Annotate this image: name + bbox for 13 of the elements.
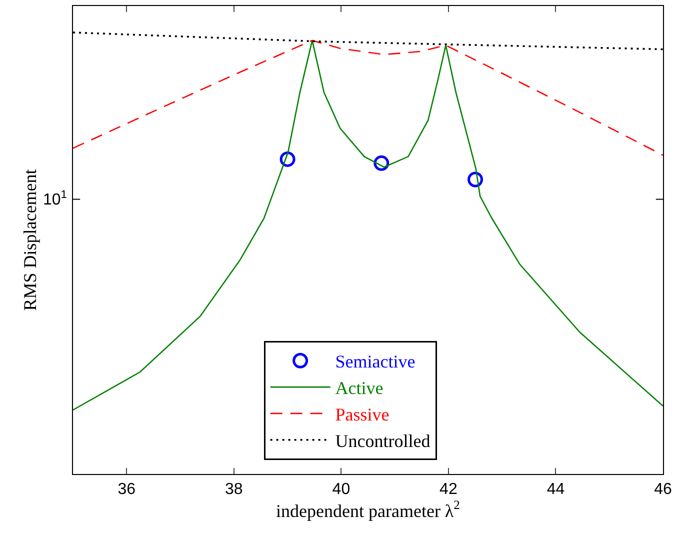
x-tick-label: 44	[546, 481, 565, 498]
y-axis-title: RMS Displacement	[20, 169, 40, 311]
x-tick-label: 46	[654, 481, 672, 498]
x-tick-label: 38	[225, 481, 243, 498]
legend-label: Passive	[335, 404, 390, 424]
text: 10$^{1}$	[43, 189, 68, 209]
x-tick-label: 36	[118, 481, 136, 498]
x-tick-label: 40	[332, 481, 350, 498]
x-axis-title: independent parameter λ$^{2}$	[276, 498, 460, 521]
legend-label: Semiactive	[335, 352, 416, 372]
x-tick-label: 42	[440, 481, 458, 498]
legend-label: Uncontrolled	[335, 430, 430, 451]
legend-label: Active	[335, 378, 384, 398]
